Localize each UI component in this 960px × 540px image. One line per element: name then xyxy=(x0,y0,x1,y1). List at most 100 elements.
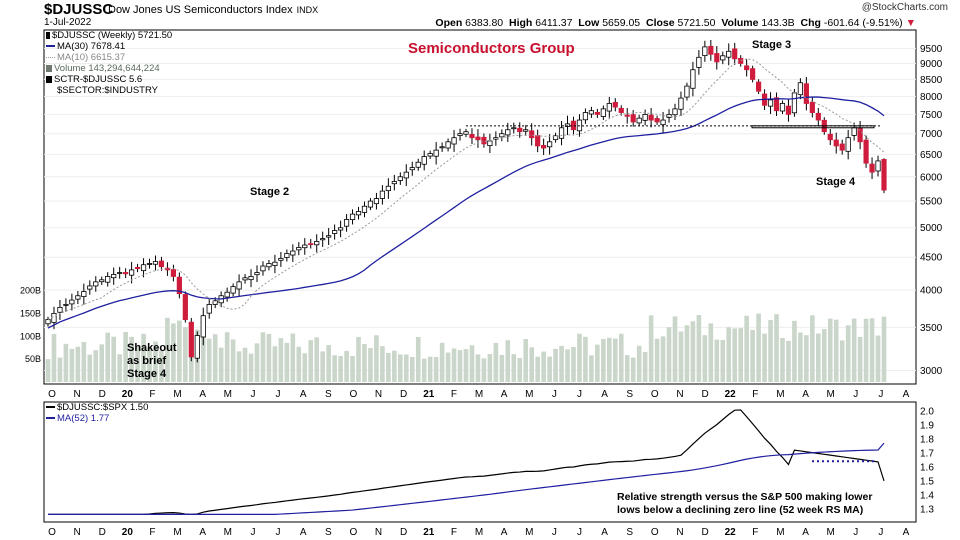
candle xyxy=(654,118,660,123)
x-tick-label: M xyxy=(173,389,181,400)
line-icon xyxy=(46,45,55,48)
volume-bar xyxy=(541,351,546,382)
rs-ma-line xyxy=(48,442,885,516)
candle xyxy=(320,238,326,241)
volume-bar xyxy=(654,338,660,382)
candle xyxy=(212,300,218,305)
candle xyxy=(57,307,63,313)
candle xyxy=(809,101,815,113)
candle xyxy=(803,83,809,104)
legend-rsma: MA(52) 1.77 xyxy=(46,413,148,424)
volume-bar xyxy=(75,346,81,382)
dotted-line-icon xyxy=(46,56,55,58)
candle xyxy=(612,102,618,108)
candle xyxy=(87,285,93,290)
y-tick-label: 9000 xyxy=(920,59,943,70)
volume-bar xyxy=(326,345,331,382)
candle xyxy=(505,129,511,136)
rs-y-tick-label: 1.6 xyxy=(920,462,934,473)
open-label: Open xyxy=(435,17,463,29)
volume-bar xyxy=(362,344,367,382)
candle xyxy=(720,55,726,61)
candle xyxy=(738,57,744,64)
rs-frame xyxy=(43,401,917,523)
volume-bar xyxy=(141,333,146,382)
down-arrow-icon: ▼ xyxy=(905,17,916,29)
stage3-label: Stage 3 xyxy=(752,39,792,51)
legend-ma30-text: MA(30) 7678.41 xyxy=(57,41,126,52)
volume-bar xyxy=(714,339,720,382)
volume-bar xyxy=(290,333,296,382)
volume-bar xyxy=(756,313,761,382)
volume-bar xyxy=(147,347,152,382)
volume-bar xyxy=(780,337,785,382)
ma30-line xyxy=(47,96,885,329)
volume-bar xyxy=(690,321,696,382)
volume-bar xyxy=(535,356,540,382)
candle xyxy=(773,97,780,112)
x-tick-label: M xyxy=(776,389,784,400)
volume-label: Volume xyxy=(721,17,759,29)
x-tick-label: O xyxy=(48,389,56,400)
candle xyxy=(791,92,798,114)
candle xyxy=(51,313,57,323)
volume-bar xyxy=(302,353,308,382)
candle xyxy=(415,161,421,168)
volume-tick-label: 150B xyxy=(20,309,41,319)
x-tick-label: J xyxy=(878,527,883,538)
candle xyxy=(863,139,869,164)
candle xyxy=(391,181,397,185)
rs-annotation: Relative strength versus the S&P 500 mak… xyxy=(617,491,872,517)
x-tick-label: S xyxy=(325,389,332,400)
rs-legend: $DJUSSC:$SPX 1.50 MA(52) 1.77 xyxy=(46,402,148,424)
candle xyxy=(99,279,105,283)
rs-pane: O N D 20 F M A M J J A S O N D 21 F M A M J J A S O N D 22 F M A M J J A 1.… xyxy=(43,401,934,538)
legend-sector: $SECTOR:$INDUSTRY xyxy=(57,85,159,96)
x-tick-label: A xyxy=(903,389,910,400)
x-tick-label: N xyxy=(676,389,683,400)
candle xyxy=(134,266,141,270)
candle xyxy=(875,160,881,172)
candle xyxy=(284,253,290,258)
candle xyxy=(373,198,380,205)
candle xyxy=(588,110,595,115)
candle xyxy=(750,68,756,80)
candle xyxy=(690,69,696,89)
x-tick-label: M xyxy=(826,389,834,400)
legend-price: $DJUSSC (Weekly) 5721.50 xyxy=(46,30,172,41)
candle xyxy=(158,260,165,268)
candle xyxy=(242,277,248,281)
x-tick-label: A xyxy=(903,527,910,538)
candle xyxy=(93,281,99,287)
volume-bar xyxy=(165,317,170,382)
x-tick-label: J xyxy=(878,389,883,400)
volume-bar xyxy=(123,331,128,382)
candle xyxy=(744,65,750,71)
line-icon xyxy=(46,406,55,409)
volume-bar xyxy=(218,347,224,382)
candle xyxy=(648,114,654,121)
x-tick-label: A xyxy=(802,389,809,400)
legend-volume: Volume 143,294,644,224 xyxy=(46,63,172,74)
legend-volume-text: Volume 143,294,644,224 xyxy=(54,63,160,74)
candle xyxy=(541,144,547,149)
close-label: Close xyxy=(646,17,675,29)
volume-bar xyxy=(398,354,403,382)
volume-bar xyxy=(648,315,654,382)
candle xyxy=(326,235,332,238)
volume-bar xyxy=(768,320,773,382)
candle xyxy=(349,213,356,221)
volume-bar xyxy=(696,315,702,382)
volume-bar xyxy=(523,339,529,382)
candle xyxy=(839,143,845,151)
close-value: 5721.50 xyxy=(677,17,716,29)
x-tick-label: N xyxy=(375,527,382,538)
volume-bar xyxy=(738,328,743,382)
candle xyxy=(785,105,792,115)
candle xyxy=(200,315,206,338)
rs-y-tick-label: 1.5 xyxy=(920,476,934,487)
candle xyxy=(881,159,887,191)
price-pane: 3000 3500 4000 4500 5000 5500 6000 6500 7000 7500… xyxy=(20,29,943,400)
volume-value: 143.3B xyxy=(761,17,795,29)
x-tick-label: M xyxy=(525,527,533,538)
